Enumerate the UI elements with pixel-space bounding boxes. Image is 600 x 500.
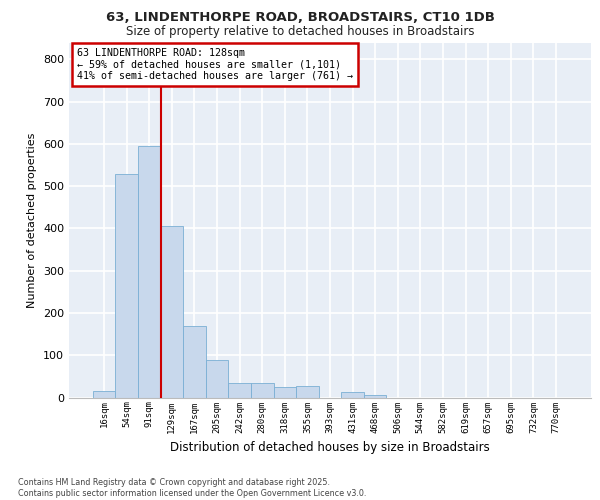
Bar xyxy=(93,391,115,398)
Bar xyxy=(251,382,274,398)
Bar xyxy=(206,360,229,398)
Bar xyxy=(274,387,296,398)
Bar xyxy=(183,326,206,398)
Y-axis label: Number of detached properties: Number of detached properties xyxy=(28,132,37,308)
Bar xyxy=(229,382,251,398)
Bar xyxy=(341,392,364,398)
Bar xyxy=(138,146,161,398)
Bar xyxy=(161,226,183,398)
Text: 63 LINDENTHORPE ROAD: 128sqm
← 59% of detached houses are smaller (1,101)
41% of: 63 LINDENTHORPE ROAD: 128sqm ← 59% of de… xyxy=(77,48,353,81)
Text: Contains HM Land Registry data © Crown copyright and database right 2025.
Contai: Contains HM Land Registry data © Crown c… xyxy=(18,478,367,498)
Text: 63, LINDENTHORPE ROAD, BROADSTAIRS, CT10 1DB: 63, LINDENTHORPE ROAD, BROADSTAIRS, CT10… xyxy=(106,11,494,24)
Bar xyxy=(296,386,319,398)
Text: Size of property relative to detached houses in Broadstairs: Size of property relative to detached ho… xyxy=(126,25,474,38)
Bar xyxy=(115,174,138,398)
X-axis label: Distribution of detached houses by size in Broadstairs: Distribution of detached houses by size … xyxy=(170,441,490,454)
Bar xyxy=(364,396,386,398)
